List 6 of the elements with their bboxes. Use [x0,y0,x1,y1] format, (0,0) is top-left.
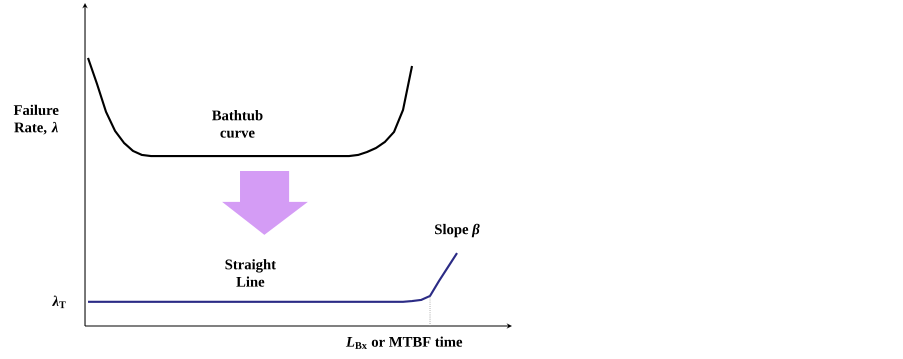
x-axis-title: L$_{Bx}$ or MTBF time [346,336,462,349]
annotation: Bathtub curve [212,110,263,138]
y-axis-title: Failure Rate, λ [14,104,58,134]
text: λ$_{T}$ [52,296,66,308]
annotation: Straight Line [225,259,276,287]
annotation: Slope β [435,224,480,238]
